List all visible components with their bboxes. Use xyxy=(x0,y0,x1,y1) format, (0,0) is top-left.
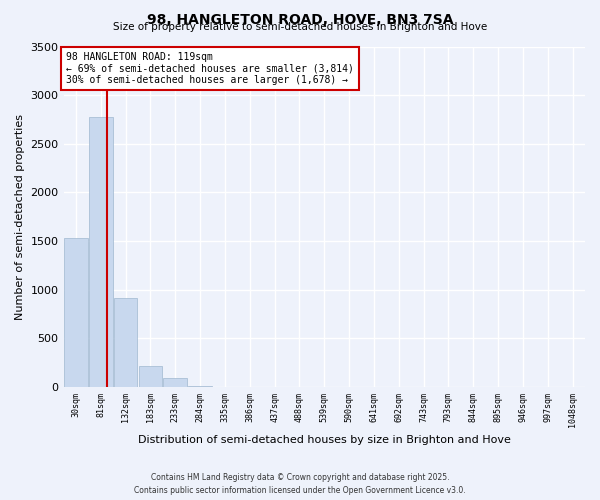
Y-axis label: Number of semi-detached properties: Number of semi-detached properties xyxy=(15,114,25,320)
Bar xyxy=(89,116,113,387)
Bar xyxy=(188,386,212,387)
Text: 98 HANGLETON ROAD: 119sqm
← 69% of semi-detached houses are smaller (3,814)
30% : 98 HANGLETON ROAD: 119sqm ← 69% of semi-… xyxy=(66,52,354,85)
Bar xyxy=(64,238,88,387)
Text: Size of property relative to semi-detached houses in Brighton and Hove: Size of property relative to semi-detach… xyxy=(113,22,487,32)
X-axis label: Distribution of semi-detached houses by size in Brighton and Hove: Distribution of semi-detached houses by … xyxy=(138,435,511,445)
Text: 98, HANGLETON ROAD, HOVE, BN3 7SA: 98, HANGLETON ROAD, HOVE, BN3 7SA xyxy=(147,12,453,26)
Text: Contains HM Land Registry data © Crown copyright and database right 2025.
Contai: Contains HM Land Registry data © Crown c… xyxy=(134,474,466,495)
Bar xyxy=(163,378,187,387)
Bar xyxy=(114,298,137,387)
Bar xyxy=(139,366,162,387)
